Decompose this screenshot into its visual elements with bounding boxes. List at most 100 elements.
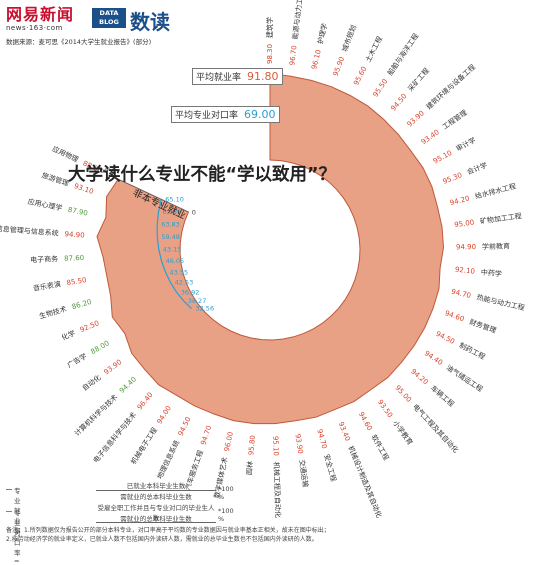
major-name-label: 护理学	[315, 22, 329, 45]
average-employment-label: 平均就业率	[196, 73, 242, 83]
legend-employment-multiplier: *100 %	[218, 485, 234, 501]
major-value-label: 95.90	[332, 56, 347, 78]
series-layer	[96, 72, 445, 425]
major-label-group: 95.80 园林	[244, 435, 257, 476]
major-value-label: 94.00	[155, 404, 173, 425]
major-value-label: 96.00	[223, 431, 235, 452]
brand-name: 网易新闻	[6, 5, 75, 24]
major-value-label: 94.70	[450, 288, 471, 300]
major-name-label: 会计学	[466, 160, 489, 176]
major-name-label: 化学	[60, 328, 76, 342]
major-name-label: 交通运输	[297, 459, 310, 488]
datablog-logo-cn: 数读	[130, 10, 170, 34]
major-name-label: 电子商务	[30, 254, 58, 264]
major-value-label: 95.30	[442, 171, 464, 186]
major-value-label: 94.40	[423, 349, 444, 367]
major-name-label: 地理信息系统	[155, 439, 181, 481]
page-title: 大学读什么专业不能“学以致用”？	[68, 165, 337, 185]
major-name-label: 车辆工程	[429, 383, 456, 408]
non-match-value-label: 43.15	[163, 245, 182, 253]
non-match-value-label: 38.27	[188, 297, 207, 305]
major-value-label: 94.50	[177, 416, 193, 438]
major-value-label: 95.60	[352, 65, 368, 86]
major-value-label: 87.60	[64, 254, 84, 263]
major-value-label: 93.90	[102, 358, 123, 376]
major-name-label: 中药学	[480, 267, 502, 278]
non-match-value-label: 62.89	[163, 208, 182, 216]
major-name-label: 制药工程	[458, 341, 487, 362]
major-label-group: 92.10 中药学	[455, 266, 503, 279]
legend-match-swatch	[6, 511, 12, 512]
major-value-label: 94.40	[118, 375, 138, 395]
brand-url: news·163·com	[6, 24, 63, 32]
non-match-value-label: 63.83	[161, 221, 180, 229]
datablog-logo-text: DATA BLOG	[92, 8, 126, 28]
major-name-label: 旅游管理	[41, 171, 70, 188]
average-match-box: 平均专业对口率 69.00	[171, 106, 280, 123]
major-name-label: 电气工程及其自动化	[411, 402, 460, 454]
major-name-label: 计算机科学与技术	[72, 393, 119, 438]
non-match-value-label: 46.05	[166, 257, 185, 265]
major-label-group: 96.70 能源与动力工程	[288, 0, 305, 66]
major-label-group: 94.20 给水排水工程	[449, 181, 517, 207]
major-value-label: 96.40	[136, 391, 155, 412]
major-label-group: 93.90 交通运输	[293, 433, 310, 488]
major-label-group: 95.90 城市规划	[332, 24, 358, 78]
major-label-group: 87.90 应用心理学	[27, 197, 88, 218]
non-match-value-label: 32.56	[195, 305, 214, 313]
major-name-label: 给水排水工程	[474, 181, 517, 200]
footnote-2: 2.按劳动经济学的就业率定义，已就业人数不包括国内外读研人数，需就业的总毕业生数…	[6, 536, 318, 543]
scale-0-label: 0	[192, 209, 196, 217]
major-value-label: 98.30	[266, 44, 274, 64]
major-name-label: 自动化	[80, 373, 102, 393]
non-match-value-label: 43.55	[170, 268, 189, 276]
datablog-logo: DATA BLOG	[92, 8, 126, 28]
major-name-label: 生物技术	[38, 304, 67, 320]
major-name-label: 学前教育	[482, 242, 510, 251]
average-employment-value: 91.80	[247, 70, 279, 83]
major-value-label: 92.10	[455, 266, 476, 276]
major-label-group: 85.50 音乐表演	[32, 276, 87, 293]
major-value-label: 93.40	[337, 421, 352, 443]
major-name-label: 园林	[244, 461, 254, 476]
legend-employment-denominator: 需就业的总本科毕业生数	[120, 493, 192, 501]
legend-employment-numerator: 已就业本科毕业生数	[96, 480, 216, 491]
major-value-label: 93.50	[376, 398, 394, 419]
major-value-label: 94.90	[456, 243, 476, 251]
major-label-group: 95.00 矿物加工工程	[454, 211, 522, 229]
footnote-1: 备注：1.所列数据仅为报告公开的部分本科专业，对口率高于平均数的专业数据因与就业…	[6, 527, 330, 534]
major-value-label: 94.50	[389, 92, 408, 112]
major-name-label: 油气储运工程	[445, 363, 485, 394]
major-value-label: 94.90	[64, 230, 85, 240]
legend-match-denominator: 需就业的总本科毕业生数	[120, 515, 192, 523]
major-name-label: 应用心理学	[27, 197, 63, 213]
major-value-label: 95.00	[393, 384, 412, 404]
legend-match-multiplier: *100 %	[218, 507, 234, 523]
major-name-label: 小学教育	[391, 419, 415, 447]
non-match-value-label: 42.53	[175, 279, 194, 287]
major-value-label: 93.40	[420, 128, 441, 146]
major-value-label: 96.10	[310, 49, 323, 70]
radial-chart: 98.30建筑学96.70能源与动力工程96.10护理学95.90城市规划95.…	[0, 0, 526, 519]
major-value-label: 94.70	[315, 428, 328, 449]
major-name-label: 城市规划	[340, 24, 358, 53]
major-name-label: 审计学	[454, 135, 477, 153]
major-name-label: 工程管理	[441, 108, 469, 131]
legend-match-numerator: 受雇全职工作并且与专业对口的毕业生人数	[96, 504, 216, 523]
major-value-label: 93.90	[406, 109, 426, 128]
inner-arc-guide	[179, 159, 361, 341]
non-match-value-label: 36.92	[181, 288, 200, 296]
major-value-label: 95.50	[372, 78, 390, 99]
